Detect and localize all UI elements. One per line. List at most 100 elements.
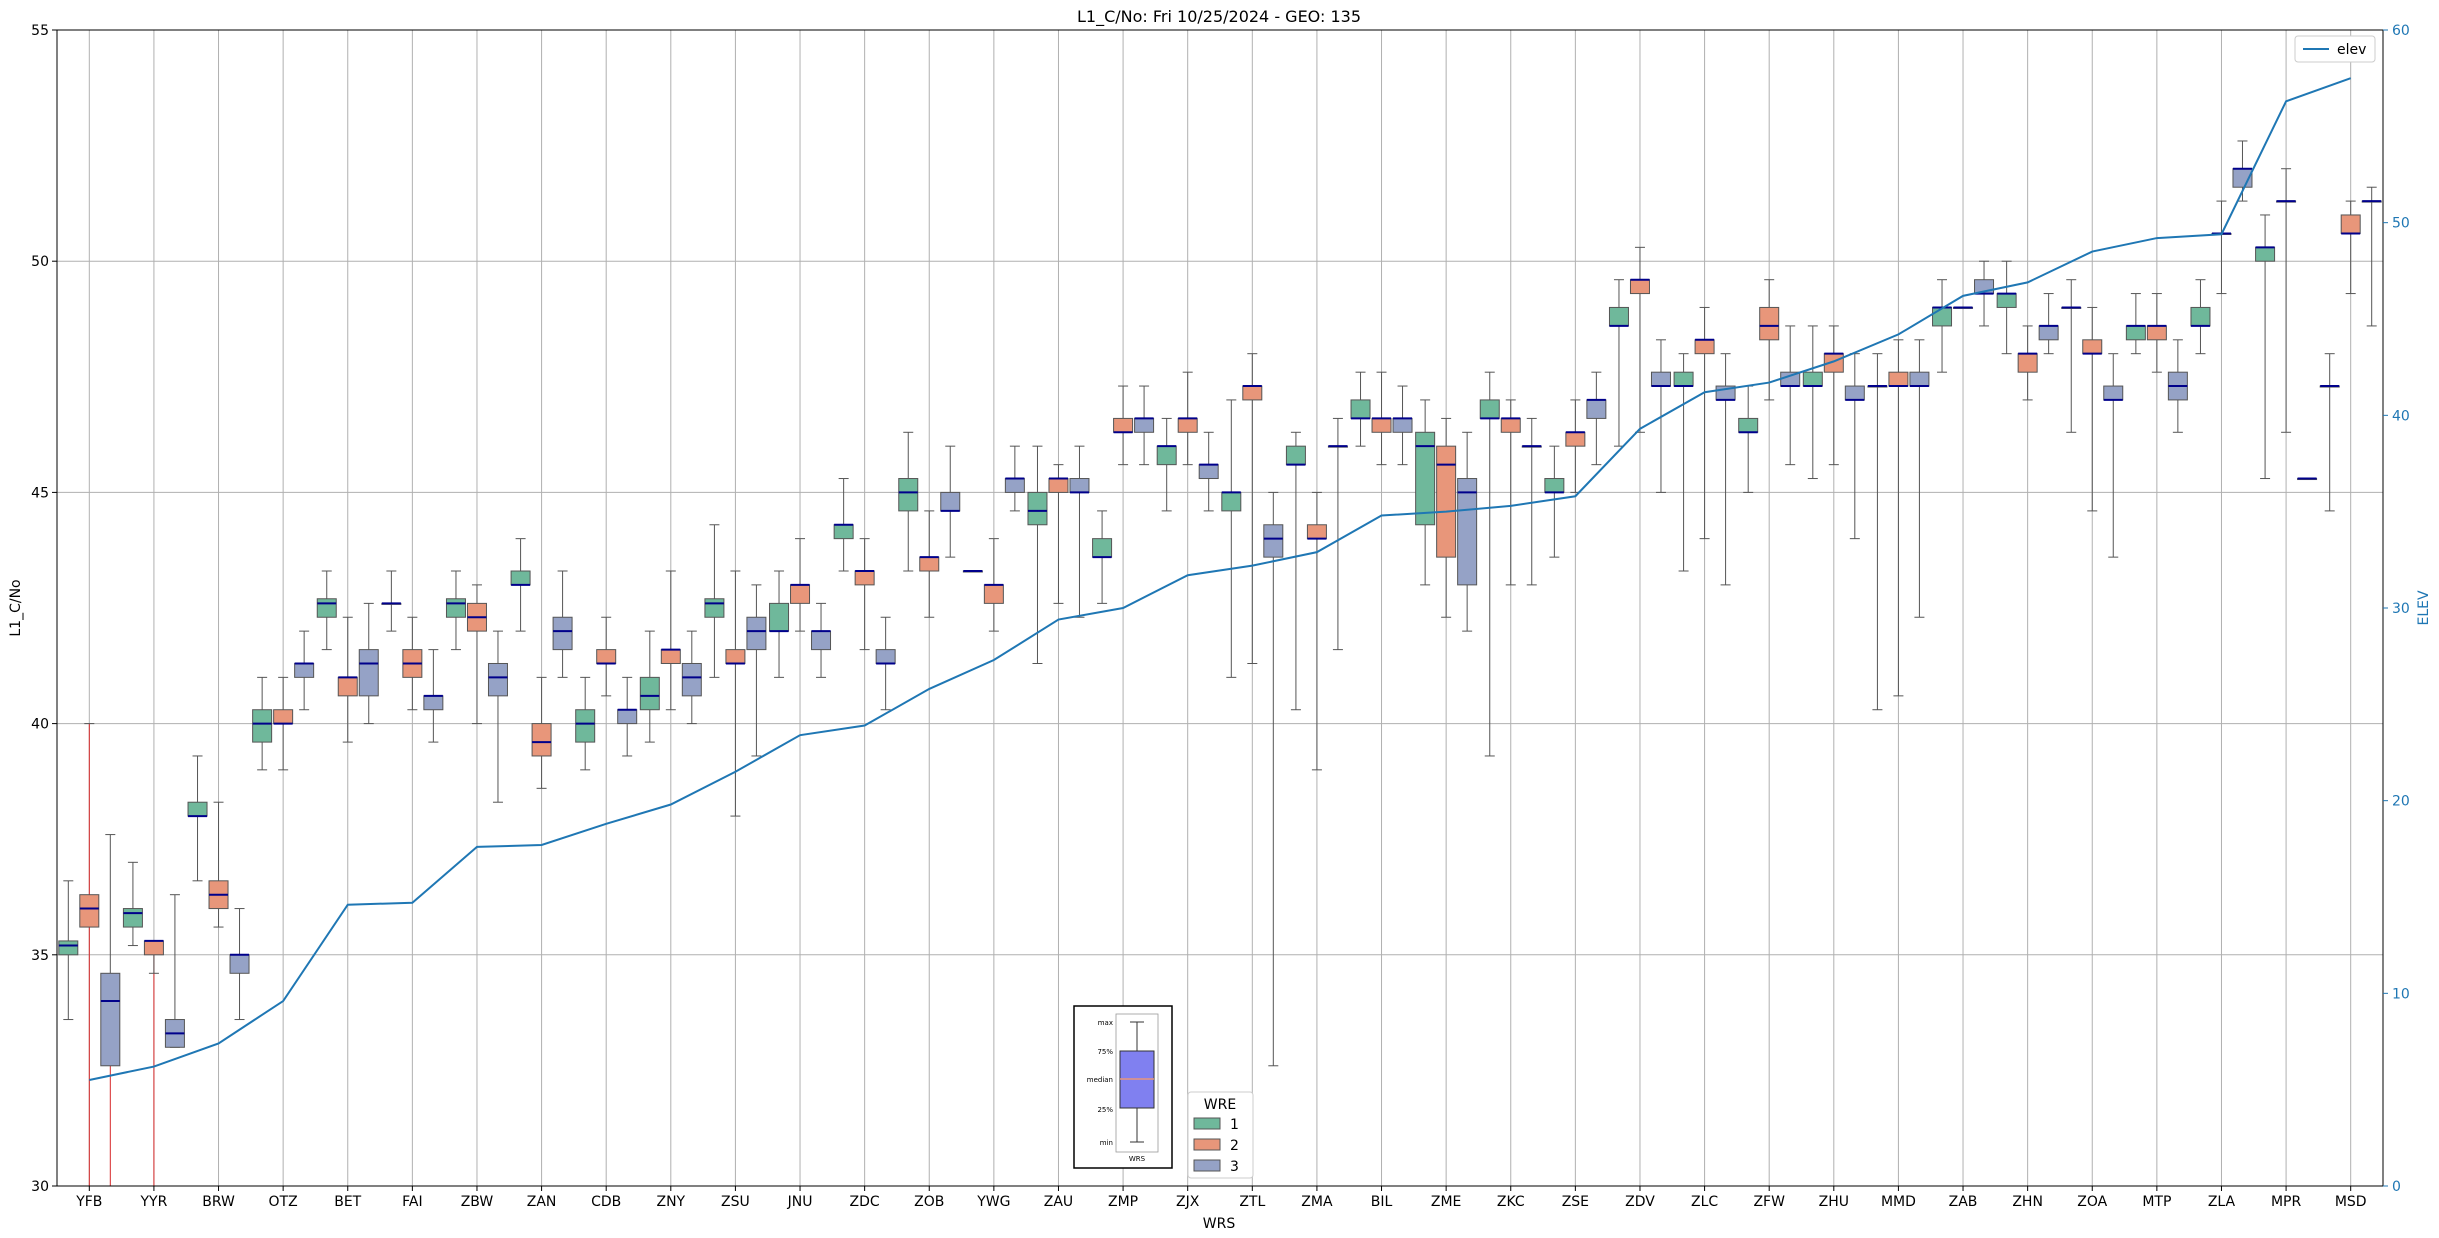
y2-axis-label: ELEV [2416, 590, 2432, 625]
box-series-3 [1457, 478, 1478, 586]
box-series-2 [725, 649, 746, 664]
box-series-1 [1027, 491, 1048, 526]
box-series-3 [1198, 464, 1219, 480]
x-tick-label: YWG [976, 1194, 1010, 1210]
box-series-2 [919, 556, 940, 572]
elev-line [89, 77, 2352, 1082]
x-tick-label: ZHN [2012, 1194, 2043, 1210]
box-series-3 [1909, 371, 1930, 387]
box-series-3 [294, 662, 315, 678]
inset-label: min [1100, 1139, 1113, 1147]
x-tick-label: ZSU [721, 1194, 750, 1210]
box-series-3 [811, 630, 832, 651]
x-tick-label: CDB [591, 1194, 621, 1210]
inset-label: 75% [1097, 1048, 1113, 1056]
box-series-1 [1156, 445, 1177, 466]
elev-legend-label: elev [2337, 42, 2366, 58]
x-tick-label: FAI [402, 1194, 422, 1210]
box-series-2 [1048, 478, 1069, 493]
box-series-3 [1650, 371, 1671, 387]
x-tick-label: MSD [2335, 1194, 2367, 1210]
box-series-2 [1629, 279, 1650, 295]
x-tick-label: ZBW [461, 1194, 494, 1210]
chart-title: L1_C/No: Fri 10/25/2024 - GEO: 135 [1077, 7, 1361, 27]
box-series-3 [2038, 325, 2059, 341]
y2-tick-label: 20 [2392, 794, 2410, 810]
box-series-1 [1285, 445, 1306, 466]
wre-legend-label-1: 1 [1230, 1117, 1239, 1133]
x-tick-label: MTP [2142, 1194, 2171, 1210]
box-series-3 [1392, 417, 1413, 433]
wre-legend [1187, 1091, 1254, 1179]
inset-label: median [1087, 1076, 1113, 1084]
box-series-1 [898, 478, 919, 512]
box-series-3 [2103, 385, 2124, 401]
box-series-3 [1586, 399, 1607, 419]
y-axis-label: L1_C/No [8, 579, 24, 636]
x-tick-label: ZAB [1949, 1194, 1978, 1210]
box-series-3 [487, 662, 508, 697]
box-series-2 [790, 584, 811, 604]
box-series-2 [1565, 431, 1586, 447]
box-series-3 [1004, 478, 1025, 493]
y-tick-label: 55 [31, 23, 49, 39]
box-series-1 [1544, 478, 1565, 493]
x-tick-label: ZOA [2077, 1194, 2107, 1210]
y2-tick-label: 0 [2392, 1179, 2401, 1195]
box-series-2 [2146, 325, 2167, 341]
y-tick-label: 30 [31, 1179, 49, 1195]
x-tick-label: ZDC [850, 1194, 880, 1210]
box-series-2 [531, 723, 552, 757]
box-series-2 [143, 940, 164, 956]
y2-tick-label: 10 [2392, 986, 2410, 1002]
x-tick-label: ZME [1431, 1194, 1462, 1210]
x-tick-label: ZSE [1562, 1194, 1589, 1210]
inset-xlabel: WRS [1129, 1155, 1146, 1163]
box-series-2 [1888, 371, 1909, 387]
box-series-1 [316, 598, 337, 618]
box-series-1 [1802, 371, 1823, 387]
inset-label: 25% [1097, 1106, 1113, 1114]
x-tick-label: YYR [139, 1194, 167, 1210]
box-series-1 [2125, 325, 2146, 341]
y-tick-label: 40 [31, 717, 49, 733]
box-series-1 [1092, 538, 1113, 558]
box-series-3 [681, 662, 702, 697]
inset-label: max [1098, 1019, 1113, 1027]
box-series-2 [1436, 445, 1457, 558]
y-tick-label: 45 [31, 485, 49, 501]
x-tick-label: ZFW [1753, 1194, 1785, 1210]
box-series-1 [639, 676, 660, 711]
box-series-1 [1221, 491, 1242, 512]
box-series-2 [2017, 353, 2038, 373]
y2-tick-label: 40 [2392, 408, 2410, 424]
box-series-2 [273, 709, 294, 725]
x-tick-label: MPR [2271, 1194, 2302, 1210]
box-series-2 [660, 649, 681, 664]
x-tick-label: ZHU [1819, 1194, 1849, 1210]
box-series-2 [1113, 417, 1134, 433]
box-series-1 [252, 709, 273, 743]
box-series-3 [875, 649, 896, 664]
box-series-1 [1932, 306, 1953, 327]
x-tick-label: ZJX [1176, 1194, 1200, 1210]
box-series-3 [423, 695, 444, 711]
x-tick-label: YFB [75, 1194, 102, 1210]
x-tick-label: ZLC [1691, 1194, 1718, 1210]
box-series-1 [445, 598, 466, 618]
box-series-1 [1608, 306, 1629, 327]
box-series-3 [1844, 385, 1865, 401]
box-series-2 [1177, 417, 1198, 433]
box-series-2 [1306, 524, 1327, 540]
box-series-3 [617, 709, 638, 725]
box-series-1 [2255, 246, 2276, 262]
x-tick-label: ZMA [1301, 1194, 1333, 1210]
wre-legend-label-3: 3 [1230, 1159, 1239, 1175]
box-series-2 [79, 894, 100, 928]
box-series-1 [58, 940, 79, 956]
x-tick-label: ZAU [1044, 1194, 1073, 1210]
x-tick-label: BRW [202, 1194, 235, 1210]
box-series-2 [854, 570, 875, 586]
